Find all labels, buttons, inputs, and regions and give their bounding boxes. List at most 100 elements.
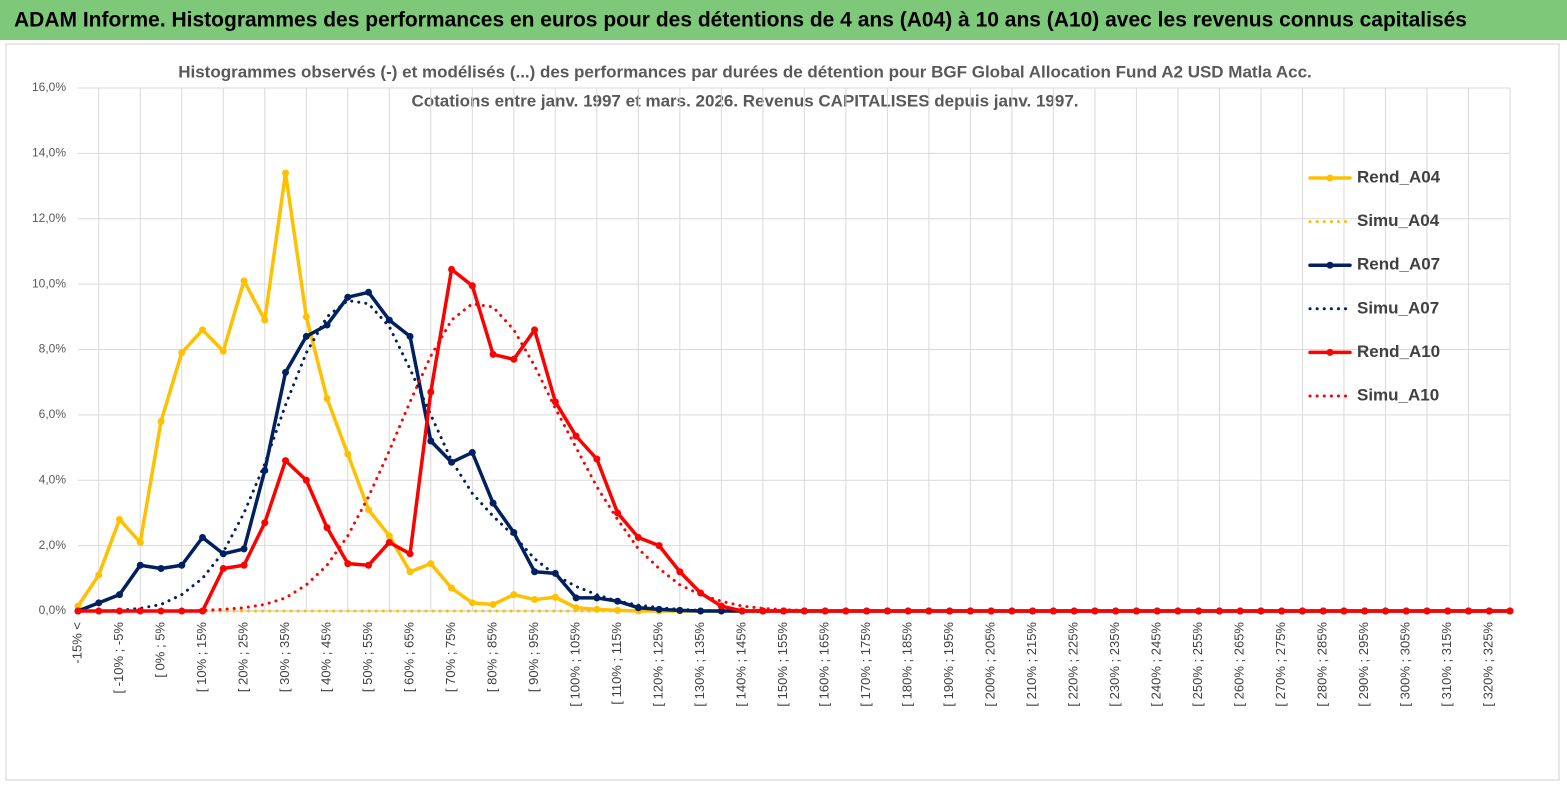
x-tick-label: [ 240% ; 245% (1149, 622, 1164, 707)
x-tick-label: [ 220% ; 225% (1066, 622, 1081, 707)
point (717, 607, 725, 615)
point (136, 538, 144, 546)
point (593, 455, 601, 463)
y-tick-label: 2,0% (39, 538, 67, 552)
point (385, 538, 393, 546)
point (323, 524, 331, 532)
point (1464, 607, 1472, 615)
point (219, 347, 227, 355)
point (199, 607, 207, 615)
y-tick-label: 16,0% (32, 80, 66, 94)
point (593, 594, 601, 602)
point (427, 560, 435, 568)
point (572, 594, 580, 602)
x-tick-label: [ 230% ; 235% (1107, 622, 1122, 707)
x-tick-label: [ 190% ; 195% (941, 622, 956, 707)
point (1257, 607, 1265, 615)
legend-label: Simu_A07 (1357, 298, 1439, 317)
point (1278, 607, 1286, 615)
x-tick-label: [ 110% ; 115% (609, 622, 624, 705)
point (406, 568, 414, 576)
point (614, 509, 622, 517)
x-tick-label: [ 160% ; 165% (817, 622, 832, 707)
x-tick-label: [ 0% ; 5% (152, 622, 167, 678)
point (510, 355, 518, 363)
point (344, 293, 352, 301)
point (282, 368, 290, 376)
x-tick-label: [ 70% ; 75% (443, 622, 458, 693)
x-tick-label: [ 140% ; 145% (734, 622, 749, 707)
point (427, 437, 435, 445)
legend-marker (1326, 261, 1334, 269)
point (385, 532, 393, 540)
x-tick-label: [ 270% ; 275% (1273, 622, 1288, 707)
x-tick-label: [ 250% ; 255% (1190, 622, 1205, 707)
point (323, 321, 331, 329)
x-tick-label: [ 50% ; 55% (360, 622, 375, 693)
point (904, 607, 912, 615)
legend-marker (1326, 174, 1334, 182)
point (240, 561, 248, 569)
legend-label: Rend_A10 (1357, 342, 1440, 361)
point (1506, 607, 1514, 615)
point (489, 350, 497, 358)
point (261, 466, 269, 474)
x-tick-label: [ 120% ; 125% (651, 622, 666, 707)
point (1195, 607, 1203, 615)
x-tick-label: [ 260% ; 265% (1232, 622, 1247, 707)
point (738, 607, 746, 615)
point (676, 568, 684, 576)
point (489, 600, 497, 608)
point (551, 569, 559, 577)
point (261, 316, 269, 324)
point (344, 560, 352, 568)
point (427, 388, 435, 396)
x-tick-label: [ 40% ; 45% (318, 622, 333, 693)
x-tick-label: [ 300% ; 305% (1398, 622, 1413, 707)
point (199, 326, 207, 334)
point (717, 602, 725, 610)
y-tick-label: 14,0% (32, 146, 66, 160)
point (406, 550, 414, 558)
point (240, 545, 248, 553)
point (572, 432, 580, 440)
point (946, 607, 954, 615)
point (634, 604, 642, 612)
point (302, 332, 310, 340)
point (365, 506, 373, 514)
point (634, 533, 642, 541)
point (178, 561, 186, 569)
point (1008, 607, 1016, 615)
legend-label: Rend_A04 (1357, 167, 1441, 186)
point (572, 604, 580, 612)
legend-label: Simu_A10 (1357, 385, 1439, 404)
y-tick-label: 0,0% (39, 603, 67, 617)
point (136, 561, 144, 569)
point (987, 607, 995, 615)
point (323, 395, 331, 403)
chart-subtitle: Cotations entre janv. 1997 et mars. 2026… (411, 91, 1078, 110)
point (966, 607, 974, 615)
chart-title: Histogrammes observés (-) et modélisés (… (178, 62, 1312, 81)
point (468, 599, 476, 607)
point (95, 599, 103, 607)
x-tick-label: [ 90% ; 95% (526, 622, 541, 693)
point (157, 565, 165, 573)
x-tick-label: [ 30% ; 35% (277, 622, 292, 693)
x-tick-label: [ 150% ; 155% (775, 622, 790, 707)
point (240, 277, 248, 285)
legend-label: Simu_A04 (1357, 211, 1440, 230)
point (136, 607, 144, 615)
point (551, 593, 559, 601)
x-tick-label: [ 10% ; 15% (194, 622, 209, 693)
x-tick-label: [ 100% ; 105% (568, 622, 583, 707)
point (365, 561, 373, 569)
y-tick-label: 8,0% (39, 342, 67, 356)
point (1174, 607, 1182, 615)
point (1298, 607, 1306, 615)
point (199, 533, 207, 541)
point (510, 591, 518, 599)
legend-label: Rend_A07 (1357, 255, 1440, 274)
x-tick-label: [ 180% ; 185% (900, 622, 915, 707)
x-tick-label: [ 130% ; 135% (692, 622, 707, 707)
